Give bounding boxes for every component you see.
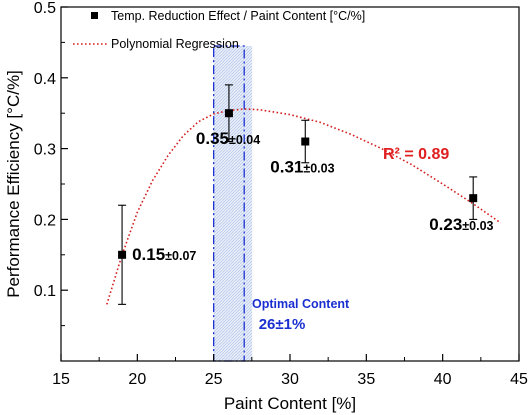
x-tick-label: 30	[281, 371, 299, 388]
value-label-main: 0.15	[132, 245, 165, 264]
value-label: 0.31±0.03	[270, 158, 334, 177]
value-label-main: 0.23	[429, 215, 462, 234]
value-label-error: ±0.07	[165, 249, 196, 263]
y-tick-label: 0.4	[34, 71, 56, 88]
x-tick-label: 15	[52, 371, 70, 388]
y-tick-label: 0.5	[34, 0, 56, 17]
optimal-content-band	[213, 46, 253, 361]
value-label-error: ±0.03	[303, 162, 334, 176]
legend-label-effect: Temp. Reduction Effect / Paint Content […	[111, 9, 365, 23]
x-tick-label: 35	[357, 371, 375, 388]
optimal-content-title: Optimal Content	[252, 297, 350, 311]
legend: Temp. Reduction Effect / Paint Content […	[73, 9, 365, 51]
value-label-error: ±0.03	[462, 219, 493, 233]
value-label: 0.23±0.03	[429, 215, 493, 234]
optimal-content-value: 26±1%	[259, 316, 306, 333]
polynomial-regression-curve	[106, 108, 502, 305]
value-label: 0.15±0.07	[132, 245, 196, 264]
value-label-error: ±0.04	[229, 133, 260, 147]
data-points	[118, 109, 478, 259]
y-tick-label: 0.3	[34, 142, 56, 159]
y-tick-label: 0.1	[34, 283, 56, 300]
x-tick-label: 45	[510, 371, 528, 388]
value-label: 0.35±0.04	[196, 129, 260, 148]
r-squared-annotation: R² = 0.89	[383, 146, 449, 163]
x-axis-ticks: 15 20 25 30 35 40 45	[52, 354, 528, 388]
x-axis-label: Paint Content [%]	[224, 394, 356, 413]
value-label-main: 0.35	[196, 129, 229, 148]
data-point	[469, 194, 478, 203]
value-label-main: 0.31	[270, 158, 303, 177]
legend-marker-square	[91, 12, 98, 19]
value-labels: 0.15±0.070.35±0.040.31±0.030.23±0.03	[132, 129, 493, 264]
x-tick-label: 20	[128, 371, 146, 388]
x-tick-label: 40	[434, 371, 452, 388]
data-point	[224, 109, 233, 118]
y-tick-label: 0.2	[34, 212, 56, 229]
legend-label-regression: Polynomial Regression	[111, 37, 239, 51]
y-axis-label: Performance Efficiency [°C/%]	[4, 70, 23, 298]
error-bars	[118, 84, 478, 305]
x-tick-label: 25	[205, 371, 223, 388]
y-axis-ticks: 0.1 0.2 0.3 0.4 0.5	[34, 0, 68, 327]
data-point	[118, 250, 127, 259]
data-point	[301, 137, 310, 146]
